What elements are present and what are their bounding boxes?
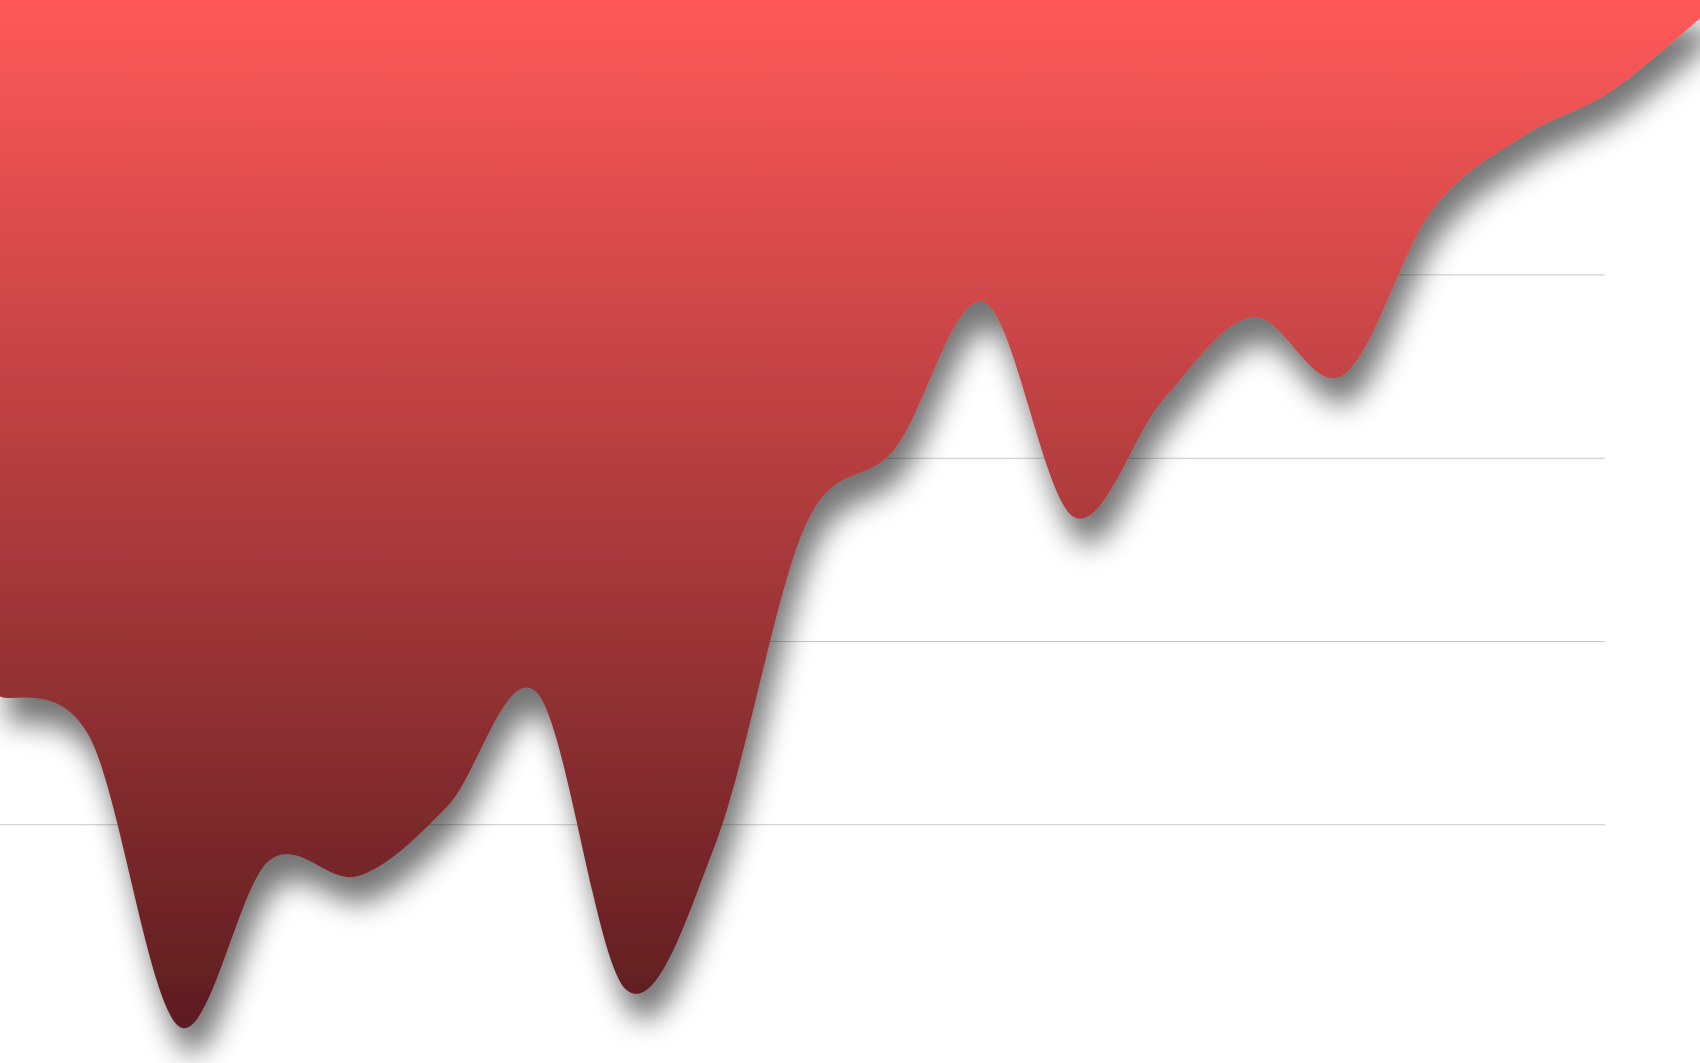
data-point-1 <box>86 734 92 740</box>
data-point-10 <box>892 446 898 452</box>
data-point-6 <box>534 690 540 696</box>
data-point-16 <box>1429 208 1435 214</box>
data-point-7 <box>623 987 629 993</box>
data-point-14 <box>1250 314 1256 320</box>
data-point-8 <box>713 840 719 846</box>
data-point-17 <box>1518 134 1524 140</box>
data-point-13 <box>1160 397 1166 403</box>
data-point-18 <box>1608 89 1614 95</box>
data-point-15 <box>1339 373 1345 379</box>
area-series <box>0 0 1700 1029</box>
data-point-4 <box>355 873 361 879</box>
data-point-12 <box>1071 514 1077 520</box>
data-point-3 <box>265 858 271 864</box>
data-point-2 <box>176 1023 182 1029</box>
data-point-5 <box>444 803 450 809</box>
area-fill <box>0 0 1700 1029</box>
data-point-9 <box>802 523 808 529</box>
data-point-11 <box>981 299 987 305</box>
